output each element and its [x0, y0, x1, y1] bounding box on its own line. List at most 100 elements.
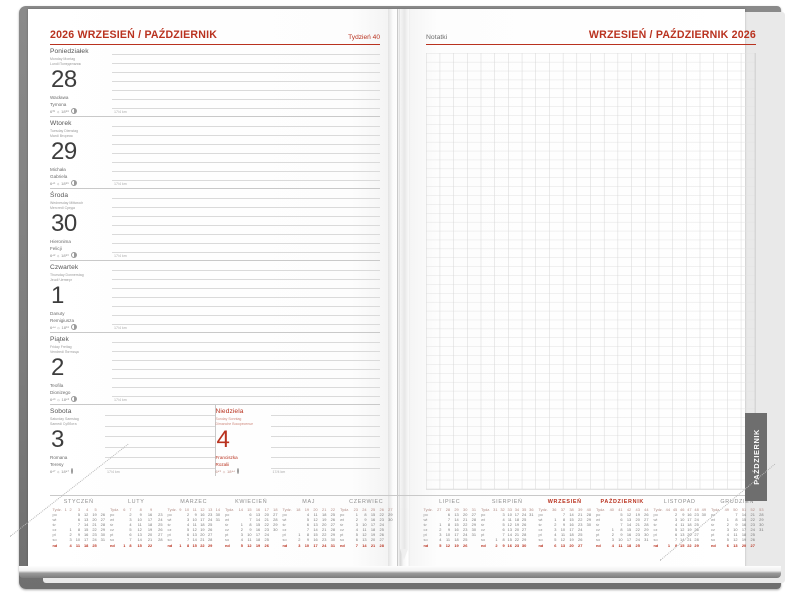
- date-cell[interactable]: [640, 543, 649, 548]
- date-cell[interactable]: 8: [562, 516, 566, 522]
- date-cell[interactable]: 7: [249, 516, 252, 522]
- date-cell[interactable]: 19: [454, 542, 459, 548]
- writing-lines[interactable]: [270, 405, 380, 476]
- date-cell[interactable]: 6: [620, 516, 623, 522]
- date-cell[interactable]: 18: [741, 532, 747, 538]
- date-cell[interactable]: 24: [463, 532, 468, 538]
- date-cell[interactable]: 6: [249, 511, 252, 517]
- date-cell[interactable]: 3: [69, 537, 72, 543]
- date-cell[interactable]: 27: [207, 532, 213, 538]
- date-cell[interactable]: 3: [298, 542, 301, 548]
- date-cell[interactable]: 28: [586, 511, 591, 517]
- date-cell[interactable]: 21: [578, 511, 583, 517]
- date-cell[interactable]: 30: [330, 537, 335, 543]
- mini-month[interactable]: LISTOPAD Tydz. 44 45 46 47 48 49 po 2 9 16 23 30 wt 3 10…: [651, 496, 709, 548]
- date-cell[interactable]: 12: [445, 542, 451, 548]
- mini-month[interactable]: LUTY Tydz. 6 7 8 9 po 2 9 16 23 wt 3 10 17 24 śr 4 11 18 25 c…: [108, 496, 166, 548]
- day-entry[interactable]: Środa Wednesday Mittwoch Mercredi Среда 30 H…: [50, 189, 380, 261]
- date-cell[interactable]: 24: [379, 521, 384, 527]
- date-cell[interactable]: 26: [463, 542, 468, 548]
- date-cell[interactable]: 20: [370, 537, 376, 543]
- date-cell[interactable]: 17: [370, 521, 376, 527]
- date-cell[interactable]: 26: [644, 511, 649, 517]
- date-cell[interactable]: 4: [69, 542, 72, 548]
- date-cell[interactable]: 24: [322, 542, 327, 548]
- date-cell[interactable]: 3: [611, 537, 614, 543]
- date-cell[interactable]: 10: [192, 516, 197, 522]
- date-cell[interactable]: 25: [578, 532, 583, 538]
- day-notes-area[interactable]: 17/4 km: [112, 261, 380, 332]
- date-cell[interactable]: 30: [388, 516, 393, 522]
- mini-month[interactable]: SIERPIEŃ Tydz. 31 32 33 34 35 36 po 3 10 17 24 31 wt 4 1…: [479, 496, 537, 548]
- day-entry[interactable]: Czwartek Thursday Donnerstag Jeudi Четверг…: [50, 261, 380, 333]
- date-cell[interactable]: 2: [439, 527, 442, 533]
- date-cell[interactable]: 11: [561, 532, 566, 538]
- date-cell[interactable]: 23: [635, 532, 640, 538]
- date-cell[interactable]: 15: [741, 516, 747, 522]
- date-cell[interactable]: 22: [750, 516, 755, 522]
- date-cell[interactable]: 5: [355, 532, 358, 538]
- date-cell[interactable]: 13: [84, 516, 89, 522]
- date-cell[interactable]: 10: [137, 516, 142, 522]
- notes-grid[interactable]: [426, 53, 756, 490]
- date-cell[interactable]: 31: [644, 537, 649, 543]
- date-cell[interactable]: 3: [355, 521, 358, 527]
- date-cell[interactable]: 6: [502, 527, 505, 533]
- date-cell[interactable]: 2: [554, 521, 557, 527]
- date-cell[interactable]: 31: [529, 511, 534, 517]
- date-cell[interactable]: 4: [240, 537, 243, 543]
- date-cell[interactable]: 19: [370, 532, 376, 538]
- date-cell[interactable]: 13: [454, 511, 459, 517]
- date-cell[interactable]: 9: [249, 527, 252, 533]
- date-cell[interactable]: [153, 543, 163, 548]
- date-cell[interactable]: 18: [569, 532, 574, 538]
- date-cell[interactable]: 22: [687, 542, 692, 548]
- date-cell[interactable]: 18: [200, 521, 205, 527]
- date-cell[interactable]: 28: [207, 537, 213, 543]
- date-cell[interactable]: 20: [635, 516, 640, 522]
- date-cell[interactable]: 26: [207, 527, 213, 533]
- date-cell[interactable]: 26: [379, 532, 384, 538]
- date-cell[interactable]: 2: [186, 511, 190, 517]
- date-cell[interactable]: 17: [84, 537, 89, 543]
- mini-month[interactable]: KWIECIEŃ Tydz. 14 15 16 17 18 po 6 13 20 27 wt 7 14 21 2…: [223, 496, 281, 548]
- date-cell[interactable]: 7: [562, 511, 566, 517]
- date-cell[interactable]: 12: [626, 511, 632, 517]
- date-cell[interactable]: [699, 543, 706, 548]
- date-cell[interactable]: 15: [370, 511, 376, 517]
- date-cell[interactable]: 23: [207, 511, 213, 517]
- mini-month[interactable]: MAJ Tydz. 18 19 20 21 22 po 4 11 18 25 wt 5 12 19 26 śr 6 1…: [280, 496, 338, 548]
- date-cell[interactable]: 10: [362, 521, 367, 527]
- date-cell[interactable]: 2: [129, 511, 132, 517]
- date-cell[interactable]: 16: [741, 521, 747, 527]
- date-cell[interactable]: 23: [694, 511, 699, 517]
- date-cell[interactable]: 7: [620, 521, 623, 527]
- weekend-entry[interactable]: Sobota Saturday Samstag Samedi Суббота 3 Rom…: [50, 405, 380, 476]
- date-cell[interactable]: 7: [355, 542, 358, 548]
- date-cell[interactable]: 21: [147, 537, 153, 543]
- date-cell[interactable]: 4: [306, 511, 310, 517]
- date-cell[interactable]: 1: [554, 516, 557, 522]
- date-cell[interactable]: 25: [92, 542, 97, 548]
- date-cell[interactable]: 9: [562, 521, 566, 527]
- date-cell[interactable]: 12: [192, 527, 197, 533]
- date-cell[interactable]: 15: [192, 542, 197, 548]
- date-cell[interactable]: 15: [313, 532, 318, 538]
- date-cell[interactable]: 3: [726, 527, 729, 533]
- date-cell[interactable]: 31: [471, 532, 476, 538]
- date-cell[interactable]: 17: [514, 511, 520, 517]
- date-cell[interactable]: 4: [502, 516, 505, 522]
- date-cell[interactable]: 25: [330, 511, 335, 517]
- date-cell[interactable]: 14: [137, 537, 142, 543]
- date-cell[interactable]: 16: [255, 527, 261, 533]
- date-cell[interactable]: 7: [735, 511, 738, 517]
- date-cell[interactable]: 15: [680, 542, 685, 548]
- date-cell[interactable]: 21: [463, 516, 468, 522]
- date-cell[interactable]: 6: [726, 542, 729, 548]
- date-cell[interactable]: 20: [147, 532, 153, 538]
- date-cell[interactable]: [269, 543, 278, 548]
- date-cell[interactable]: 28: [273, 516, 278, 522]
- date-cell[interactable]: 16: [687, 511, 692, 517]
- date-cell[interactable]: 8: [502, 537, 505, 543]
- day-notes-area[interactable]: 17/4 km: [112, 117, 380, 188]
